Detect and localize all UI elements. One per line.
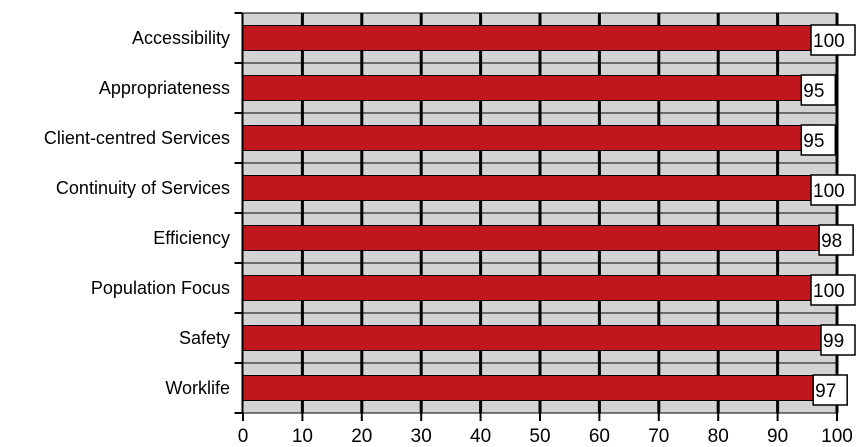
x-tick-label: 90	[767, 426, 788, 447]
x-tick-label: 80	[708, 426, 729, 447]
data-label-box	[810, 174, 856, 206]
bar	[242, 275, 838, 301]
category-label: Appropriateness	[99, 78, 230, 98]
x-tick-label: 40	[470, 426, 491, 447]
x-tick-labels: 0 10 20 30 40 50 60 70 80 90 100	[238, 426, 853, 447]
data-label-box	[810, 24, 856, 56]
category-label: Continuity of Services	[56, 178, 230, 198]
category-label: Worklife	[165, 378, 230, 398]
data-label-box	[800, 74, 837, 106]
x-tick-label: 20	[351, 426, 372, 447]
data-label: 95	[803, 131, 824, 152]
bars	[242, 25, 838, 401]
x-tick-label: 100	[821, 426, 853, 447]
data-label: 98	[821, 231, 842, 252]
data-label-box	[812, 374, 848, 406]
x-tick-label: 70	[648, 426, 669, 447]
bar	[242, 25, 838, 51]
x-tick-label: 50	[529, 426, 550, 447]
category-label: Population Focus	[91, 278, 230, 298]
data-labels: 100 95 95 100 98 100 99 97	[800, 24, 856, 406]
data-label-box	[818, 224, 854, 256]
data-label: 100	[813, 281, 845, 302]
category-label: Efficiency	[153, 228, 230, 248]
bar	[242, 75, 808, 101]
data-label-box	[820, 324, 856, 356]
data-label: 97	[815, 381, 836, 402]
data-label: 99	[823, 331, 844, 352]
data-label-box	[800, 124, 837, 156]
category-label: Accessibility	[132, 28, 230, 48]
x-tick-label: 30	[411, 426, 432, 447]
x-tick-label: 60	[589, 426, 610, 447]
x-tick-label: 0	[238, 426, 249, 447]
category-labels: Accessibility Appropriateness Client-centr…	[44, 28, 230, 398]
data-label: 100	[813, 181, 845, 202]
category-label: Safety	[179, 328, 230, 348]
category-label: Client-centred Services	[44, 128, 230, 148]
axes	[234, 12, 838, 421]
bar	[242, 325, 832, 351]
data-label: 100	[813, 31, 845, 52]
data-label: 95	[803, 81, 824, 102]
bar	[242, 125, 808, 151]
data-label-box	[810, 274, 856, 306]
bar	[242, 225, 826, 251]
bar	[242, 375, 820, 401]
bar	[242, 175, 838, 201]
x-tick-label: 10	[292, 426, 313, 447]
